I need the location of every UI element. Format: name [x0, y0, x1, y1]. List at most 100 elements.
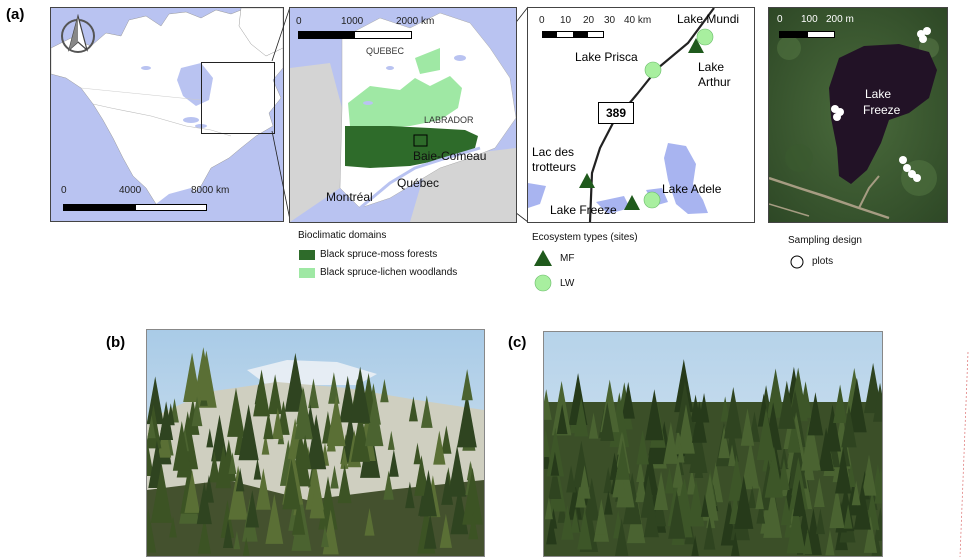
spruce-tree — [604, 490, 613, 515]
spruce-tree — [299, 434, 312, 469]
spruce-tree — [414, 455, 429, 496]
spruce-tree — [764, 446, 784, 498]
spruce-tree — [636, 458, 645, 483]
spruce-tree — [169, 515, 177, 538]
spruce-tree — [294, 388, 313, 440]
spruce-tree — [728, 444, 736, 467]
label-lake-adele: Lake Adele — [662, 182, 722, 196]
spruce-tree — [544, 496, 553, 520]
spruce-tree — [677, 404, 695, 454]
spruce-tree — [792, 479, 806, 517]
spruce-tree — [641, 448, 659, 496]
spruce-tree — [272, 407, 284, 439]
north-america-map: 0 4000 8000 km — [50, 7, 284, 222]
spruce-tree — [462, 467, 483, 525]
scale-bar-white — [135, 204, 207, 211]
spruce-tree — [172, 420, 191, 471]
spruce-tree — [780, 495, 792, 526]
spruce-tree — [674, 359, 694, 413]
spruce-tree — [228, 452, 237, 474]
spruce-tree — [263, 410, 274, 440]
spruce-tree — [233, 530, 241, 550]
plot-marker — [899, 156, 907, 164]
spruce-tree — [588, 412, 599, 439]
spruce-tree — [873, 382, 882, 422]
spruce-tree — [635, 470, 647, 503]
panel-label-b: (b) — [106, 334, 126, 351]
spruce-tree — [645, 389, 664, 441]
label-quebec-region: QUEBEC — [366, 46, 405, 56]
legend-swatch-moss — [299, 250, 315, 260]
spruce-tree — [193, 347, 213, 401]
scale-label-0: 0 — [296, 16, 302, 27]
spruce-tree — [847, 377, 867, 433]
north-arrow-icon — [61, 14, 95, 53]
spruce-tree — [292, 498, 306, 535]
plot-marker — [923, 27, 931, 35]
spruce-tree — [851, 480, 861, 506]
scale-bar-white — [807, 31, 835, 38]
spruce-tree — [584, 477, 600, 521]
spruce-tree — [763, 485, 783, 538]
spruce-tree — [350, 366, 371, 423]
lake-freeze-water — [829, 44, 937, 184]
spruce-tree — [787, 415, 801, 453]
spruce-tree — [687, 479, 705, 527]
spruce-tree — [183, 352, 201, 402]
spruce-tree — [703, 517, 716, 550]
spruce-tree — [574, 397, 589, 437]
spruce-tree — [730, 531, 740, 556]
satellite-map: 0 100 200 m Lake Freeze — [768, 7, 948, 223]
spruce-tree — [689, 422, 708, 473]
spruce-tree — [456, 392, 477, 448]
label-quebec-city: Québec — [397, 176, 440, 190]
spruce-tree — [846, 462, 856, 488]
spruce-tree — [159, 401, 174, 441]
spruce-tree — [309, 475, 325, 519]
scale-label-10: 10 — [560, 15, 572, 26]
spruce-tree — [147, 376, 164, 425]
spruce-tree — [184, 470, 200, 513]
scale-bar-segment — [573, 31, 588, 38]
spruce-tree — [328, 372, 340, 404]
spruce-tree — [724, 387, 743, 439]
spruce-tree — [756, 499, 766, 524]
spruce-tree — [447, 445, 467, 497]
spruce-tree — [818, 427, 834, 472]
scale-label-2000: 2000 km — [396, 16, 435, 27]
spruce-tree — [734, 475, 754, 529]
spruce-tree — [643, 495, 659, 538]
spruce-tree — [815, 508, 825, 535]
spruce-tree — [748, 485, 757, 509]
spruce-tree — [675, 381, 695, 433]
spruce-tree — [803, 528, 813, 555]
spruce-tree — [807, 392, 824, 436]
spruce-tree — [282, 459, 301, 510]
legend-title-bioclimatic: Bioclimatic domains — [298, 230, 387, 241]
spruce-tree — [814, 477, 825, 508]
scale-bar-segment — [542, 31, 557, 38]
scale-label-1000: 1000 — [341, 16, 364, 27]
spruce-tree — [242, 537, 250, 556]
spruce-tree — [835, 448, 852, 494]
spruce-tree — [340, 447, 349, 469]
spruce-tree — [245, 490, 259, 528]
sites-map: 0 10 20 30 40 km 389 Lake Mundi Lake Pri… — [527, 7, 755, 223]
spruce-tree — [220, 500, 235, 538]
scale-bar — [779, 31, 807, 38]
spruce-tree — [147, 415, 156, 439]
panel-label-c: (c) — [508, 334, 527, 351]
scale-label-0: 0 — [777, 14, 783, 25]
spruce-tree — [227, 387, 245, 437]
label-trotteurs-2: trotteurs — [532, 160, 577, 174]
quebec-map: 0 1000 2000 km QUEBEC LABRADOR Baie-Come… — [289, 7, 517, 223]
spruce-tree — [383, 470, 394, 500]
route-shield: 389 — [598, 102, 634, 124]
spruce-tree — [786, 500, 806, 554]
spruce-tree — [413, 442, 422, 465]
spruce-tree — [799, 511, 808, 534]
scale-bar — [298, 31, 354, 39]
spruce-tree — [755, 485, 764, 510]
legend-label-moss: Black spruce-moss forests — [320, 249, 438, 260]
spruce-tree — [720, 396, 730, 422]
